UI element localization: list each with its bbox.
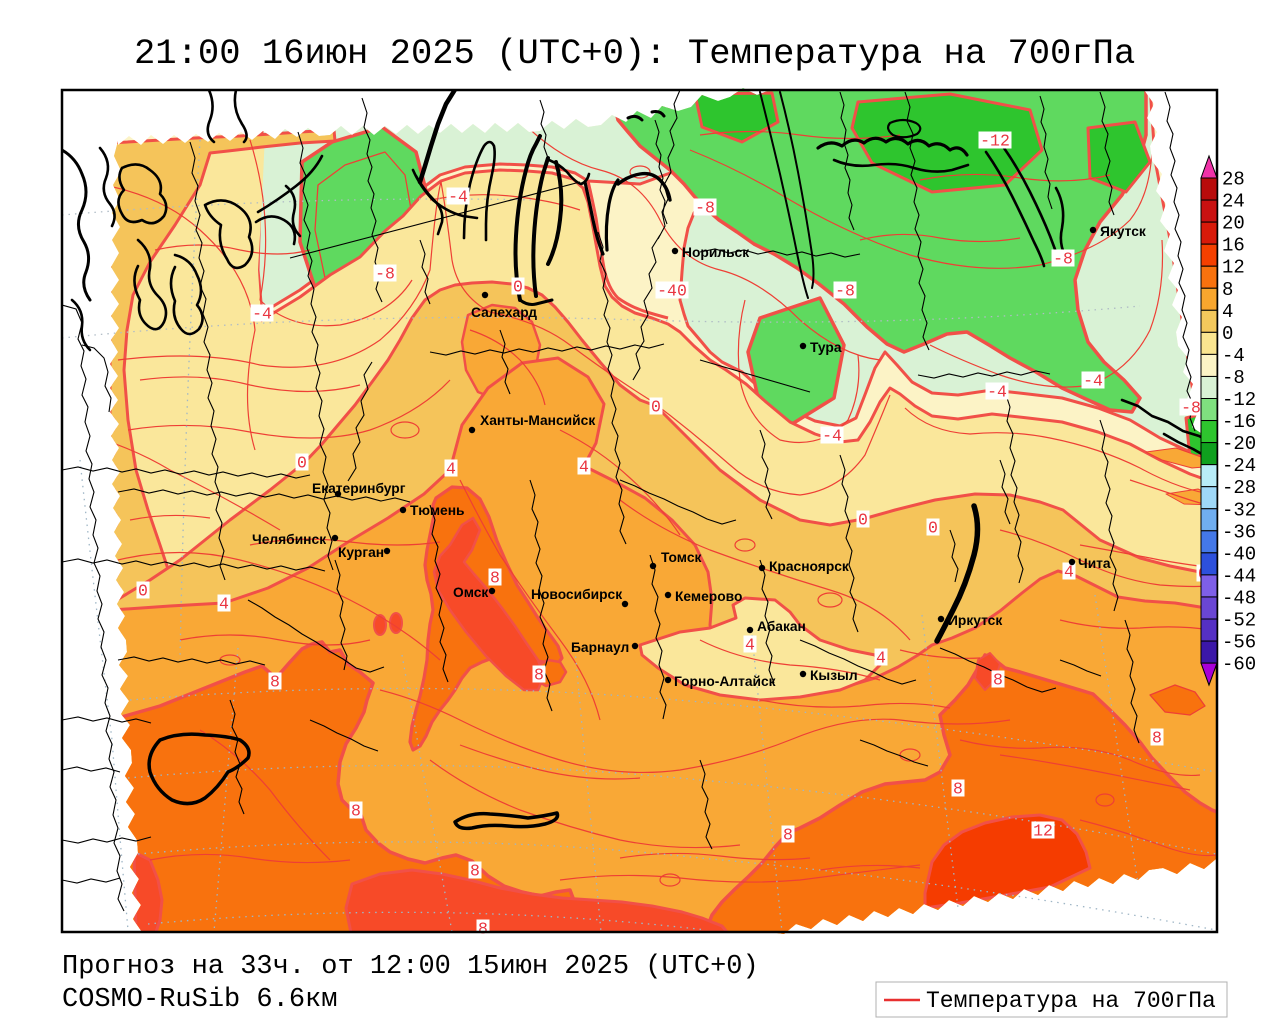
svg-text:Ханты-Мансийск: Ханты-Мансийск [480,413,595,428]
svg-text:8: 8 [270,673,280,692]
svg-text:0: 0 [651,398,661,417]
svg-text:8: 8 [993,671,1003,690]
svg-text:0: 0 [138,582,148,601]
svg-text:Тюмень: Тюмень [410,503,465,518]
svg-text:Кызыл: Кызыл [810,668,858,683]
svg-text:4: 4 [446,460,456,479]
svg-text:-4: -4 [822,427,842,446]
svg-text:-4: -4 [1222,345,1245,367]
svg-text:-60: -60 [1222,654,1256,676]
svg-text:4: 4 [1222,301,1233,323]
svg-text:Кемерово: Кемерово [675,589,742,604]
svg-text:COSMO-RuSib 6.6км: COSMO-RuSib 6.6км [62,985,337,1015]
svg-text:4: 4 [876,649,886,668]
svg-text:-20: -20 [1222,433,1256,455]
svg-text:8: 8 [470,862,480,881]
svg-text:8: 8 [351,802,361,821]
svg-text:-36: -36 [1222,521,1256,543]
svg-text:12: 12 [1222,257,1245,279]
svg-text:Челябинск: Челябинск [252,532,326,547]
svg-text:-4: -4 [987,383,1007,402]
svg-text:Прогноз на 33ч. от 12:00 15июн: Прогноз на 33ч. от 12:00 15июн 2025 (UTC… [62,952,759,982]
svg-text:Салехард: Салехард [471,305,537,320]
svg-text:-56: -56 [1222,632,1256,654]
svg-text:-40: -40 [657,282,687,301]
svg-text:20: 20 [1222,213,1245,235]
svg-text:-48: -48 [1222,587,1256,609]
svg-text:12: 12 [1033,822,1053,841]
svg-text:4: 4 [745,636,755,655]
svg-text:-8: -8 [1181,399,1201,418]
svg-text:24: 24 [1222,191,1245,213]
svg-text:-8: -8 [1053,250,1073,269]
svg-text:-44: -44 [1222,565,1256,587]
svg-text:8: 8 [953,780,963,799]
svg-text:Барнаул: Барнаул [571,640,629,655]
svg-text:8: 8 [783,826,793,845]
svg-text:8: 8 [534,666,544,685]
svg-text:-24: -24 [1222,455,1256,477]
svg-text:4: 4 [579,458,589,477]
svg-text:4: 4 [1064,563,1074,582]
svg-text:21:00 16июн 2025 (UTC+0): Темп: 21:00 16июн 2025 (UTC+0): Температура на… [134,33,1135,74]
svg-text:Томск: Томск [661,550,702,565]
svg-text:-4: -4 [1083,372,1103,391]
svg-text:8: 8 [1222,279,1233,301]
svg-text:-4: -4 [252,305,272,324]
svg-text:-28: -28 [1222,477,1256,499]
svg-text:Чита: Чита [1078,556,1111,571]
svg-text:-4: -4 [448,188,468,207]
svg-text:0: 0 [928,519,938,538]
svg-text:Температура на 700гПа: Температура на 700гПа [926,988,1216,1014]
svg-text:Курган: Курган [338,545,384,560]
svg-text:0: 0 [1222,323,1233,345]
svg-text:Красноярск: Красноярск [769,559,849,574]
svg-text:Тура: Тура [810,340,842,355]
svg-text:8: 8 [490,569,500,588]
svg-text:-12: -12 [1222,389,1256,411]
svg-text:8: 8 [1152,729,1162,748]
svg-text:-40: -40 [1222,543,1256,565]
svg-text:28: 28 [1222,169,1245,191]
svg-text:Горно-Алтайск: Горно-Алтайск [674,674,776,689]
svg-text:-16: -16 [1222,411,1256,433]
svg-text:Якутск: Якутск [1100,224,1146,239]
svg-text:Новосибирск: Новосибирск [531,587,622,602]
svg-text:0: 0 [513,278,523,297]
svg-text:-32: -32 [1222,499,1256,521]
svg-text:Иркутск: Иркутск [948,613,1002,628]
svg-text:-8: -8 [375,265,395,284]
svg-text:-8: -8 [1222,367,1245,389]
svg-text:-8: -8 [835,282,855,301]
svg-text:0: 0 [297,454,307,473]
svg-text:Омск: Омск [453,585,488,600]
svg-text:-8: -8 [695,199,715,218]
svg-text:-12: -12 [980,132,1010,151]
svg-text:8: 8 [478,920,488,939]
svg-text:0: 0 [858,511,868,530]
svg-text:4: 4 [219,595,229,614]
svg-text:-52: -52 [1222,610,1256,632]
svg-text:16: 16 [1222,235,1245,257]
svg-text:Абакан: Абакан [757,619,806,634]
svg-text:Екатеринбург: Екатеринбург [312,481,406,496]
svg-text:Норильск: Норильск [682,245,749,260]
